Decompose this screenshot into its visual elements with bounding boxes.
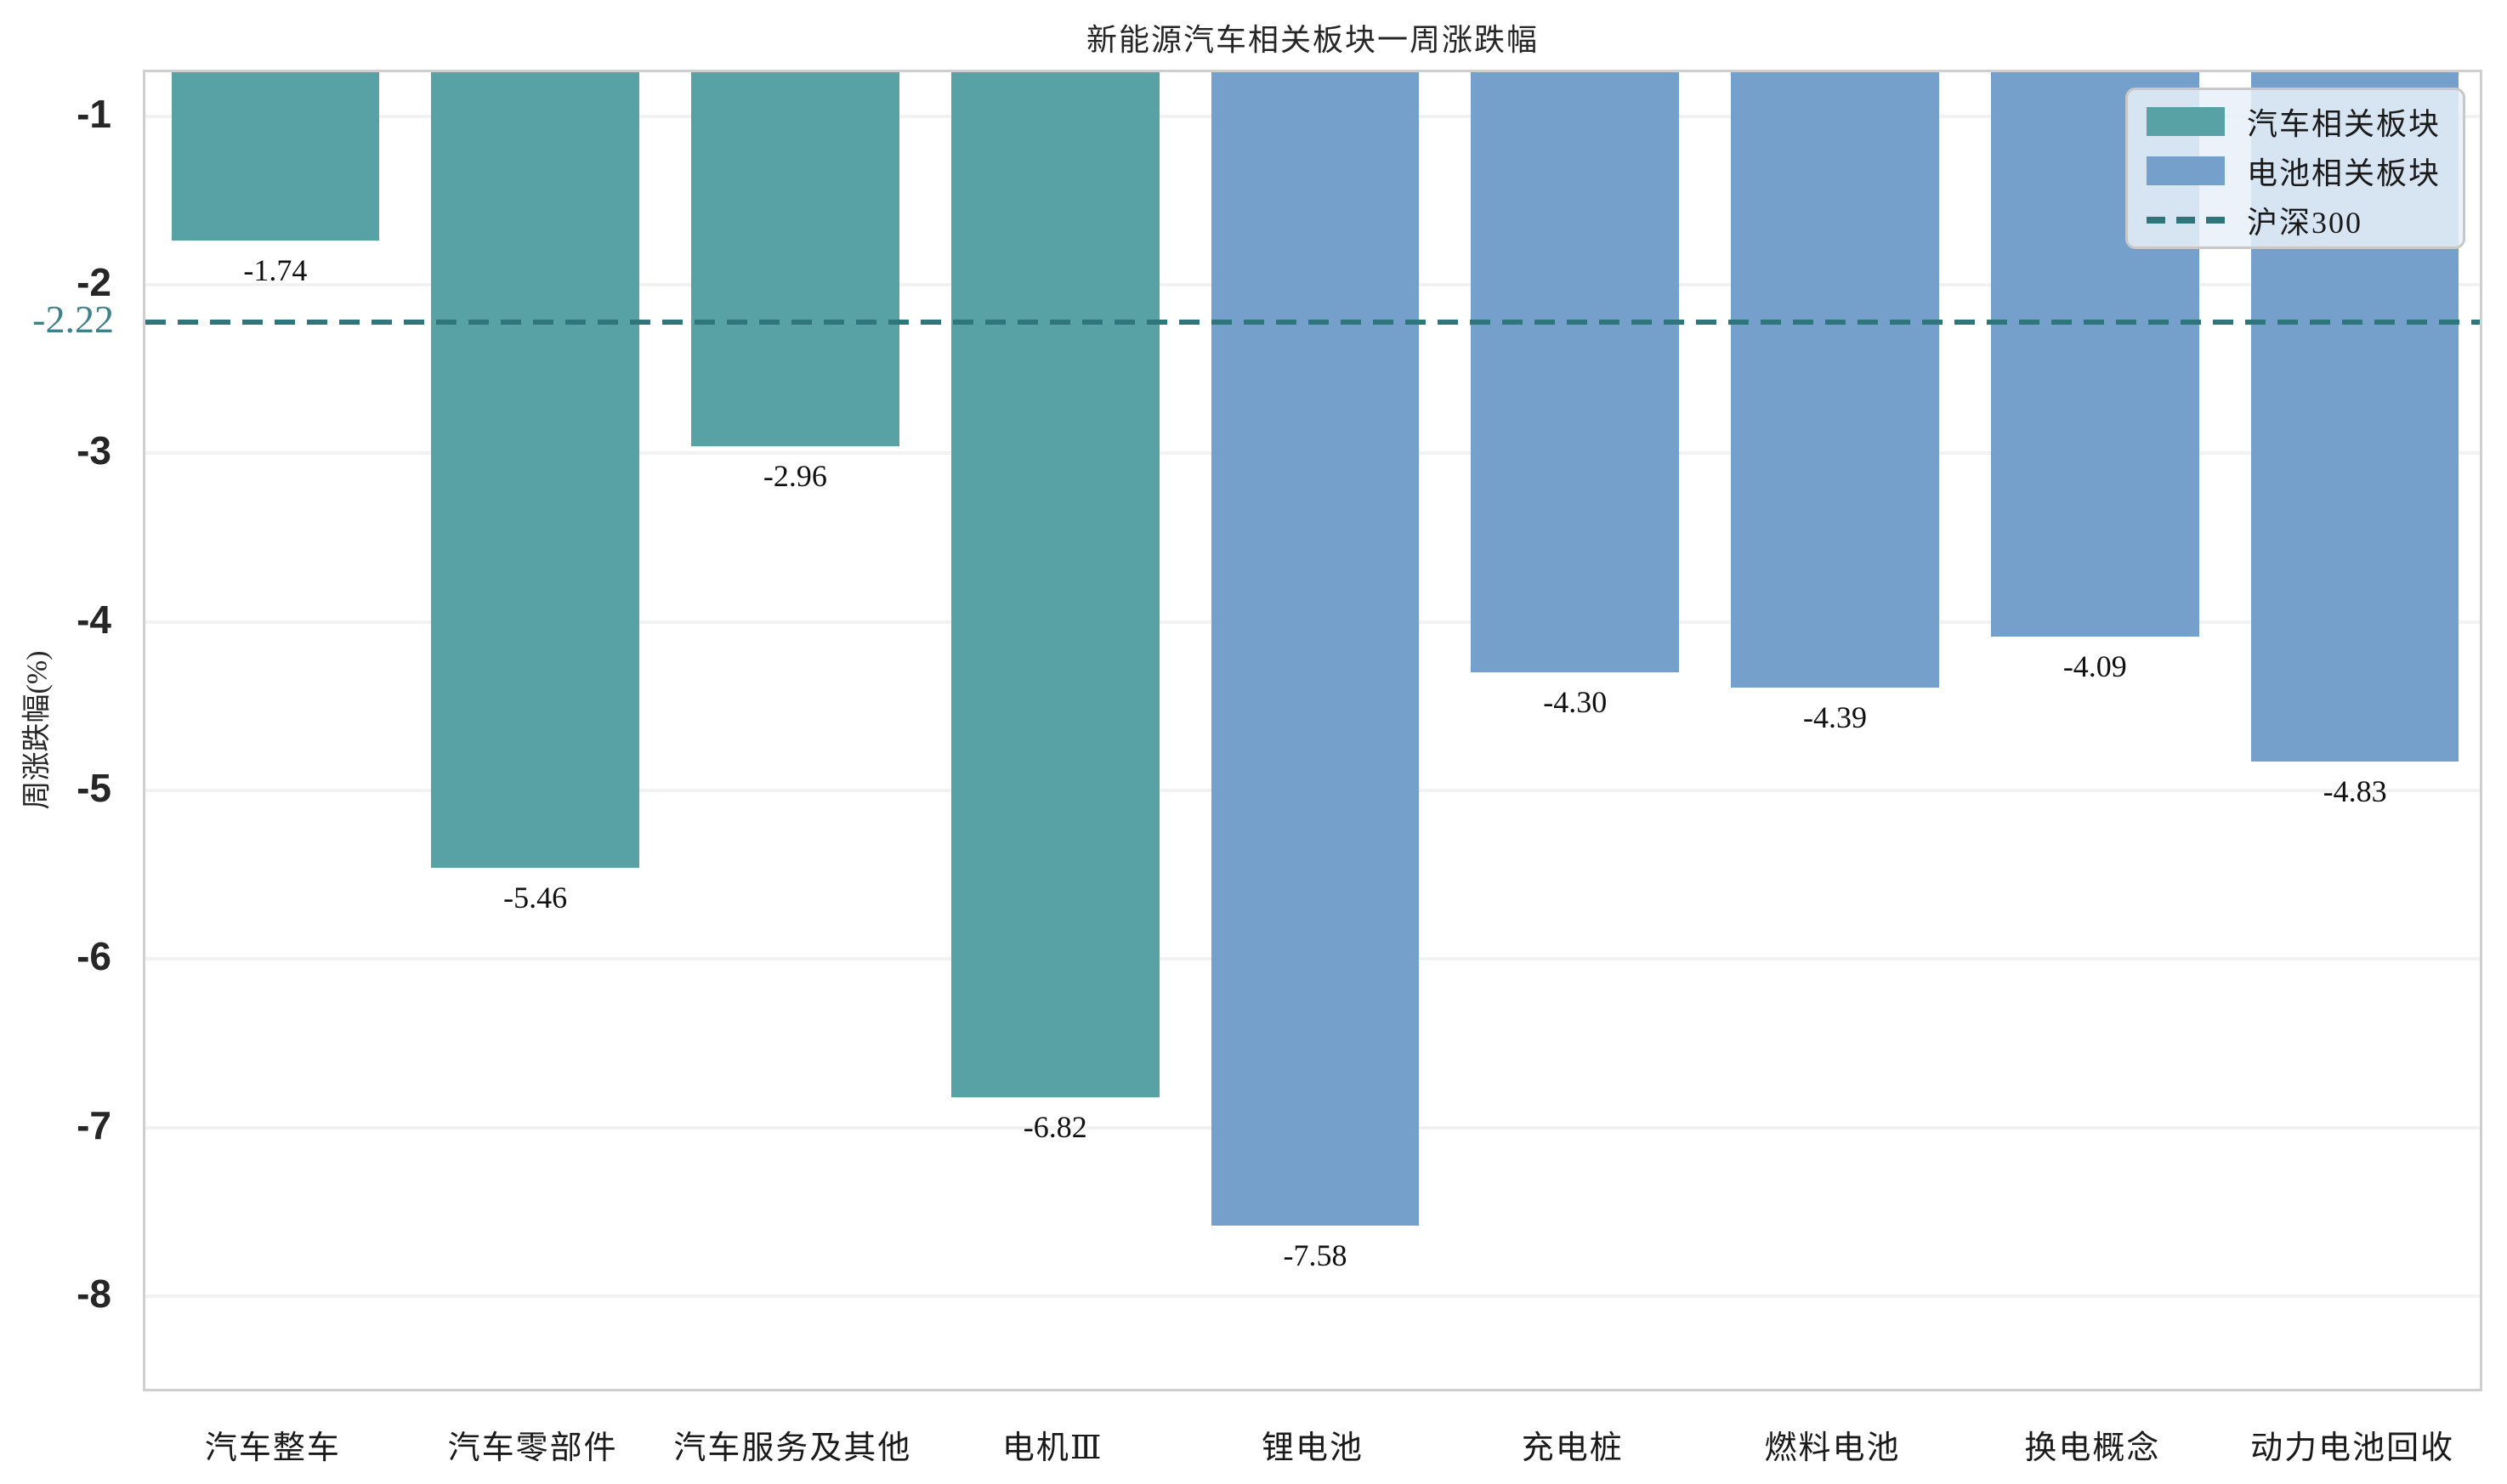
x-tick-label-锂电池: 锂电池	[1261, 1430, 1364, 1466]
legend-label-auto: 汽车相关板块	[2247, 107, 2442, 141]
bar-电机Ⅲ	[950, 72, 1160, 1097]
legend-item-auto: 汽车相关板块	[2147, 97, 2463, 146]
bar-汽车服务及其他	[691, 72, 899, 447]
bar-value-label: -4.30	[1543, 685, 1608, 720]
y-tick-label: -6	[77, 934, 111, 979]
legend-swatch-benchmark	[2147, 217, 2225, 224]
bar-充电桩	[1471, 72, 1680, 673]
bar-锂电池	[1211, 72, 1420, 1226]
x-tick-label-动力电池回收: 动力电池回收	[2250, 1430, 2455, 1466]
y-tick-label: -4	[77, 597, 111, 642]
chart-title: 新能源汽车相关板块一周涨跌幅	[1086, 23, 1539, 57]
legend-item-battery: 电池相关板块	[2147, 146, 2463, 195]
y-tick-label: -3	[77, 428, 111, 473]
plot-area: -1.74 -5.46 -2.96 -6.82 -7.58 -4.30 -4.39 -4.09…	[143, 70, 2482, 1391]
bar-value-label: -4.83	[2323, 774, 2387, 809]
x-tick-label-汽车服务及其他: 汽车服务及其他	[673, 1430, 912, 1466]
bar-value-label: -4.39	[1803, 700, 1868, 734]
legend-label-benchmark: 沪深300	[2247, 206, 2363, 240]
x-tick-label-电机Ⅲ: 电机Ⅲ	[1001, 1430, 1103, 1466]
y-tick-label: -2	[77, 259, 111, 304]
bar-汽车整车	[171, 72, 380, 241]
legend-swatch-auto	[2147, 107, 2225, 136]
bar-value-label: -7.58	[1283, 1238, 1347, 1272]
y-tick-label: -5	[77, 765, 111, 810]
y-tick-label: -7	[77, 1102, 111, 1147]
legend-box: 汽车相关板块 电池相关板块 沪深300	[2125, 88, 2465, 249]
legend-item-benchmark: 沪深300	[2147, 195, 2463, 245]
bar-燃料电池	[1731, 72, 1939, 688]
x-tick-label-充电桩: 充电桩	[1521, 1430, 1624, 1466]
y-tick-label: -1	[77, 91, 111, 136]
x-tick-label-换电概念: 换电概念	[2024, 1430, 2161, 1466]
y-tick-label: -8	[77, 1271, 111, 1316]
bar-value-label: -2.96	[763, 459, 827, 494]
bar-汽车零部件	[431, 72, 639, 869]
legend-swatch-battery	[2147, 156, 2225, 185]
benchmark-value-label: -2.22	[32, 297, 114, 341]
bar-value-label: -1.74	[243, 253, 308, 288]
bar-value-label: -4.09	[2062, 649, 2127, 684]
x-tick-label-燃料电池: 燃料电池	[1764, 1430, 1901, 1466]
bar-value-label: -5.46	[503, 881, 568, 915]
legend-label-battery: 电池相关板块	[2247, 156, 2442, 190]
x-tick-label-汽车整车: 汽车整车	[204, 1430, 341, 1466]
x-tick-label-汽车零部件: 汽车零部件	[447, 1430, 618, 1466]
bar-value-label: -6.82	[1023, 1109, 1087, 1144]
benchmark-dashed-line	[145, 319, 2480, 325]
gridline	[145, 1294, 2480, 1298]
